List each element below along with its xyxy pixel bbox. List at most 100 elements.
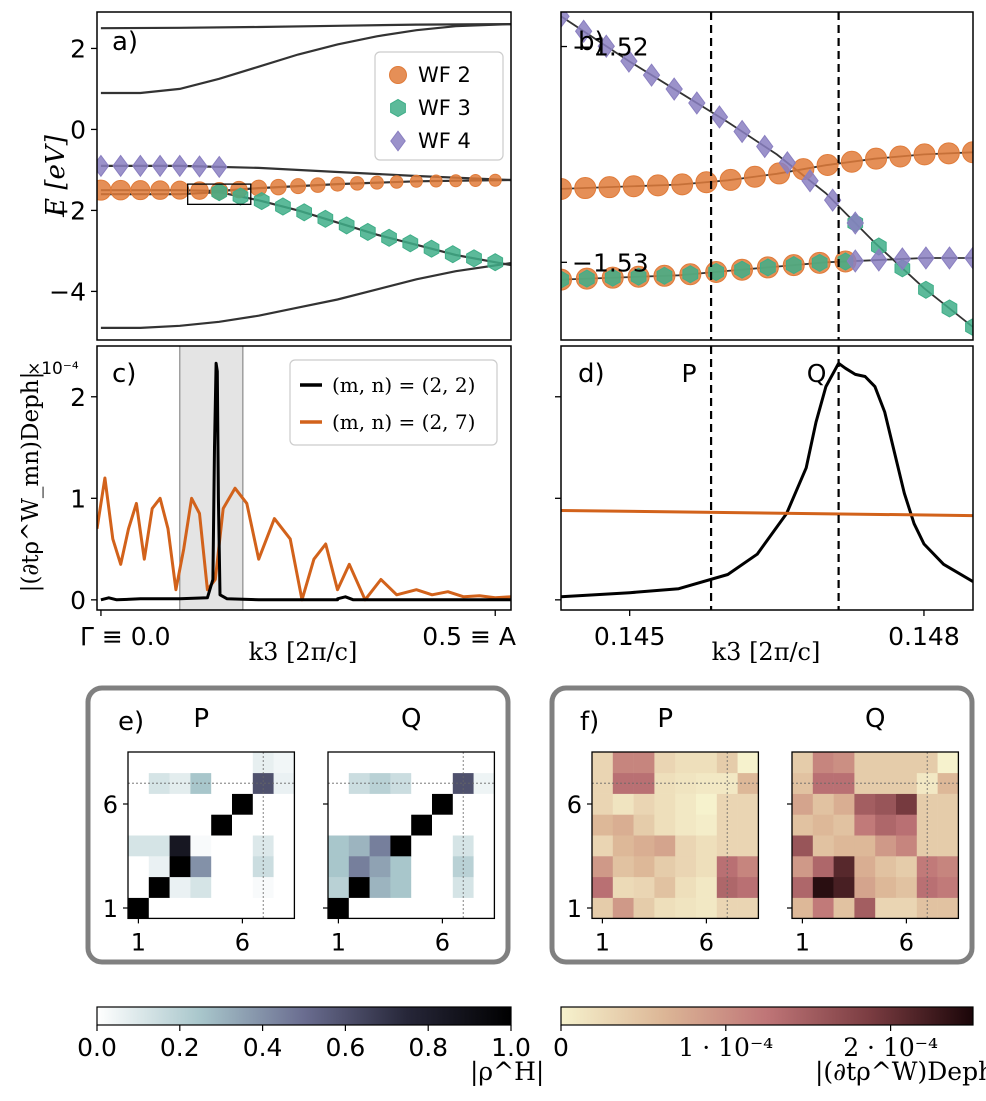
panel-c-frame [96, 345, 512, 611]
heatmap-cell [833, 876, 855, 898]
heatmap-cell [716, 772, 738, 794]
heatmap-cell [654, 835, 676, 857]
xtick-label: 1 [795, 928, 810, 956]
legend-label: WF 2 [418, 63, 471, 87]
heatmap-cell [328, 835, 350, 857]
data-point [330, 176, 346, 192]
heatmap-cell [148, 856, 170, 878]
heatmap-cell [128, 772, 150, 794]
heatmap-cell [792, 772, 814, 794]
data-point [870, 248, 888, 272]
heatmap-cell [737, 793, 759, 815]
data-point [561, 270, 569, 289]
shaded-region [179, 345, 244, 611]
data-point [965, 318, 973, 337]
panel-d-frame [560, 345, 974, 611]
heatmap-cell [812, 856, 834, 878]
data-point [270, 178, 287, 196]
data-point [695, 171, 718, 194]
panel-a-yticks: 2 0 −2 −4 [49, 34, 97, 306]
heatmap-frame [127, 751, 296, 920]
data-point [646, 174, 669, 197]
ytick-label: 1 [567, 895, 582, 923]
heatmap-cell [148, 897, 170, 919]
data-point [642, 63, 661, 87]
data-point [191, 155, 208, 178]
data-point [682, 265, 699, 284]
panel-b-label: b) [578, 27, 605, 57]
heatmap-cell [633, 856, 655, 878]
heatmap-cell [937, 752, 959, 774]
heatmap-cell [452, 856, 474, 878]
heatmap-cell [328, 793, 350, 815]
heatmap-cell [896, 856, 918, 878]
panel-c-xlabel: k3 [2π/c] [249, 638, 358, 666]
heatmap-cell [716, 876, 738, 898]
ytick-label: 2 [70, 34, 86, 63]
panel-b: −1.52 −1.53 b) [560, 11, 974, 341]
heatmap-cell [937, 835, 959, 857]
heatmap-cell [675, 876, 697, 898]
colorbar-rho-h: 0.0 0.2 0.4 0.6 0.8 1.0 |ρ^H| [77, 1006, 544, 1087]
heatmap-cell [211, 814, 233, 836]
heatmap-cell [792, 793, 814, 815]
colorbar-tick-label: 0.2 [160, 1033, 200, 1062]
data-point [211, 183, 228, 202]
heatmap-frame [791, 751, 960, 920]
heatmap-cell [411, 752, 433, 774]
panel-c-yticks: 0 1 2 [70, 383, 97, 615]
panel-b-yticks: −1.52 −1.53 [561, 33, 649, 277]
data-point [710, 105, 729, 129]
heatmap-cell [612, 793, 634, 815]
heatmap-cell [792, 752, 814, 774]
data-point [656, 266, 673, 285]
band-line [100, 262, 511, 329]
heatmap-cell [190, 793, 212, 815]
heatmap-cell [190, 897, 212, 919]
heatmap-cell [273, 856, 295, 878]
heatmap-cell [675, 856, 697, 878]
heatmap-cell [128, 876, 150, 898]
heatmap-cell [328, 814, 350, 836]
panel-a-ylabel: E [eV] [41, 134, 71, 218]
data-point [310, 177, 326, 193]
data-point [423, 239, 440, 258]
panel-b-vlines [709, 12, 840, 340]
heatmap-cell [875, 835, 897, 857]
panel-a-frame [96, 11, 512, 341]
heatmap-cell [696, 856, 718, 878]
data-point [409, 174, 423, 188]
panel-a: 2 0 −2 −4 a) E [eV] WF 2 WF 3 WF 4 [41, 11, 512, 341]
data-point [171, 154, 189, 178]
data-point [811, 253, 828, 272]
heatmap-cell [169, 897, 191, 919]
heatmap-cell [432, 897, 454, 919]
heatmap-cell [390, 793, 412, 815]
heatmap-cell [473, 814, 495, 836]
data-point [317, 209, 334, 228]
colorbar-tick-label: 2 · 10⁻⁴ [843, 1033, 938, 1062]
heatmap-title: Q [401, 704, 421, 734]
data-point [170, 180, 190, 200]
heatmap-cell [896, 793, 918, 815]
heatmap-cell [232, 793, 254, 815]
heatmap-cell [675, 752, 697, 774]
heatmap-cell [169, 835, 191, 857]
data-point [151, 154, 169, 178]
ytick-label: 2 [70, 383, 86, 412]
ytick-label: 0 [70, 586, 86, 615]
panel-d-lines [561, 361, 973, 599]
heatmap-cell [696, 793, 718, 815]
data-point [913, 143, 936, 166]
heatmap-cell [633, 814, 655, 836]
heatmap-cell [190, 814, 212, 836]
heatmap-cell [612, 814, 634, 836]
heatmap-cell [473, 856, 495, 878]
heatmap-cell [675, 793, 697, 815]
legend-label: WF 4 [418, 129, 471, 153]
heatmap-cell [937, 793, 959, 815]
panel-f-label: f) [580, 707, 599, 737]
heatmap-cell [411, 876, 433, 898]
heatmap-cell [148, 793, 170, 815]
